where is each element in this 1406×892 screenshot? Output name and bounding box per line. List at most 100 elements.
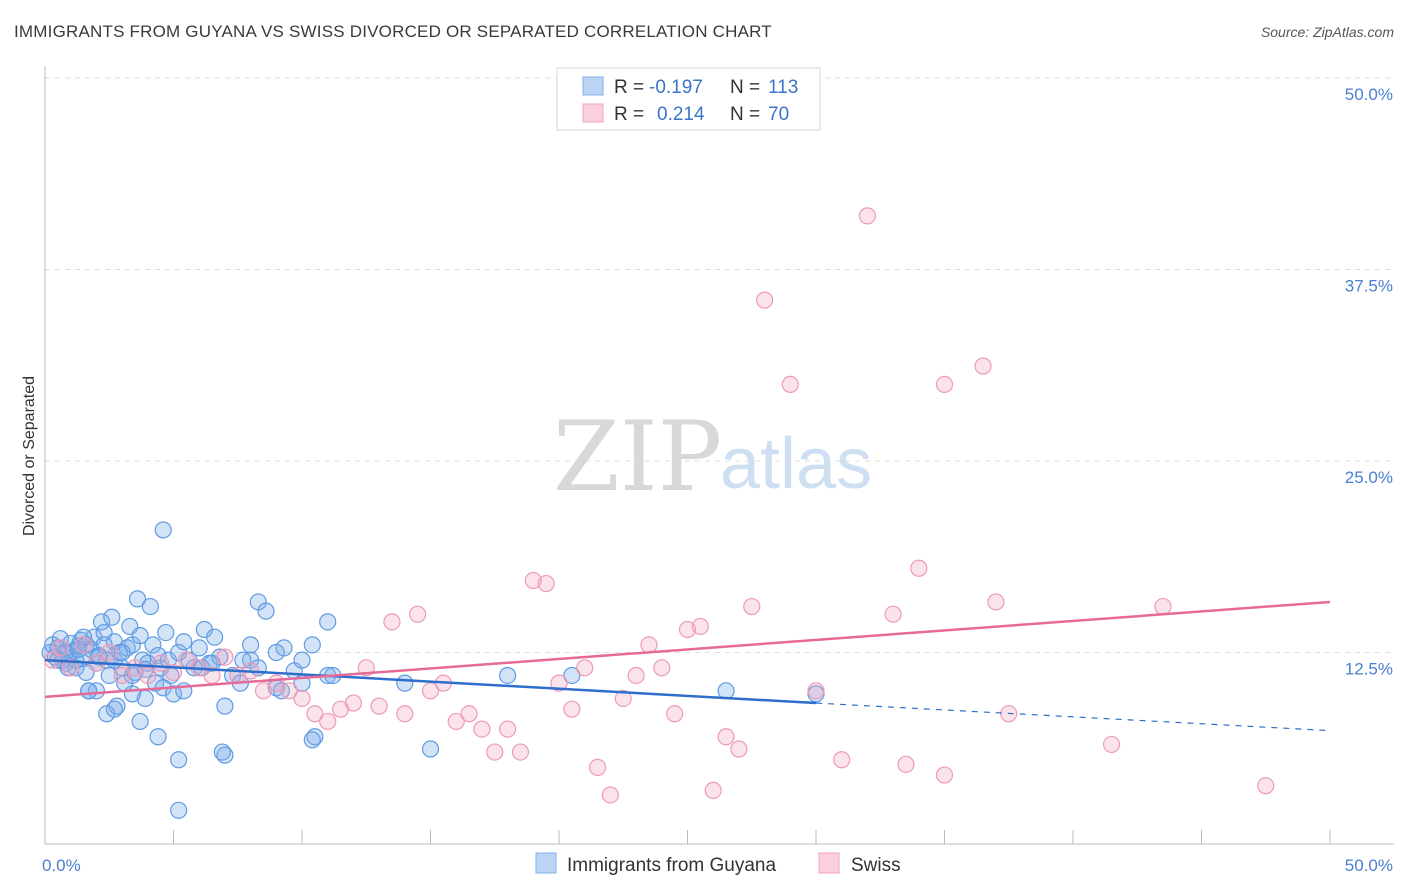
point-swiss [51,639,70,657]
legend-swatch-swiss [582,103,604,123]
point-guyana [118,639,136,657]
point-guyana [69,640,88,659]
point-guyana [113,643,131,662]
point-guyana [213,743,231,761]
point-guyana [499,666,517,685]
point-swiss [974,357,992,375]
bottom-legend: Immigrants from Guyana Swiss [535,852,901,876]
bottom-legend-swatch-guyana [535,852,557,874]
point-swiss [524,571,542,590]
point-guyana [80,682,98,700]
point-swiss [807,682,825,700]
y-tick-label: 37.5% [1345,277,1393,296]
point-guyana [206,628,224,646]
point-guyana [103,608,121,626]
source-label: Source: ZipAtlas.com [1260,24,1394,40]
legend-r-value-swiss: 0.214 [657,104,705,125]
point-swiss [858,207,877,225]
point-guyana [190,639,208,657]
point-guyana [717,682,735,700]
legend-r-label-guyana: R = [614,77,644,98]
point-guyana [319,613,337,631]
bottom-legend-swatch-swiss [818,852,840,874]
point-swiss [910,559,928,577]
point-swiss [730,740,748,758]
point-swiss [588,758,607,777]
point-swiss [460,705,478,723]
point-swiss [280,682,298,700]
point-swiss [486,743,504,761]
bottom-legend-label-swiss: Swiss [851,855,901,876]
legend-box: R = -0.197 N = 113 R = 0.214 N = 70 [556,67,821,131]
trend-line-guyana [44,658,817,705]
point-guyana [170,751,188,769]
point-guyana [131,627,149,645]
point-swiss [717,728,735,746]
point-swiss [884,605,902,623]
point-swiss [550,674,568,692]
point-swiss [254,682,273,700]
point-guyana [421,740,440,758]
point-swiss [666,705,684,723]
trend-lines [44,600,1331,732]
y-tick-label: 25.0% [1345,468,1393,487]
y-tick-label: 12.5% [1345,660,1393,679]
y-tick-label: 50.0% [1345,85,1393,104]
point-swiss [344,694,362,712]
point-swiss [691,617,709,636]
point-swiss [576,659,594,677]
point-guyana [144,636,162,654]
point-swiss [216,648,234,666]
point-swiss [293,689,311,708]
point-swiss [653,659,671,677]
y-axis-label: Divorced or Separated [21,376,38,536]
grid [45,77,1394,653]
point-guyana [123,685,141,703]
point-guyana [131,712,149,731]
point-guyana [149,728,167,746]
point-guyana [303,731,321,749]
bottom-legend-label-guyana: Immigrants from Guyana [567,855,776,876]
point-swiss [409,605,427,623]
point-swiss [100,643,118,662]
point-swiss [640,636,658,654]
point-swiss [678,620,697,639]
point-guyana [216,746,234,764]
legend-r-label-swiss: R = [614,104,644,125]
point-swiss [987,593,1005,611]
point-guyana [157,623,175,642]
trend-line-swiss [44,600,1331,699]
point-guyana [257,602,275,620]
point-guyana [293,651,311,669]
legend-r-value-guyana: -0.197 [649,77,703,98]
point-guyana [128,590,147,608]
point-guyana [306,728,324,746]
point-guyana [267,643,285,662]
point-swiss [897,755,915,773]
point-swiss [704,781,722,799]
point-swiss [499,720,517,738]
point-swiss [833,751,851,769]
point-guyana [100,666,118,685]
chart-title: IMMIGRANTS FROM GUYANA VS SWISS DIVORCED… [14,22,772,41]
legend-n-value-guyana: 113 [768,77,798,98]
legend-swatch-guyana [582,76,604,96]
watermark-zip: ZIP [553,401,722,513]
point-guyana [242,636,260,654]
point-guyana [141,597,159,616]
point-swiss [319,712,337,731]
watermark-atlas: atlas [720,424,872,504]
point-guyana [175,633,193,651]
point-swiss [781,375,799,393]
point-swiss [383,613,401,631]
point-swiss [935,375,954,393]
point-swiss [447,712,465,731]
point-guyana [216,697,234,715]
point-swiss [370,697,388,715]
legend-n-label-swiss: N = [730,104,760,125]
legend-n-label-guyana: N = [730,77,760,98]
point-guyana [164,685,183,703]
point-swiss [139,666,157,685]
point-swiss [601,786,620,804]
